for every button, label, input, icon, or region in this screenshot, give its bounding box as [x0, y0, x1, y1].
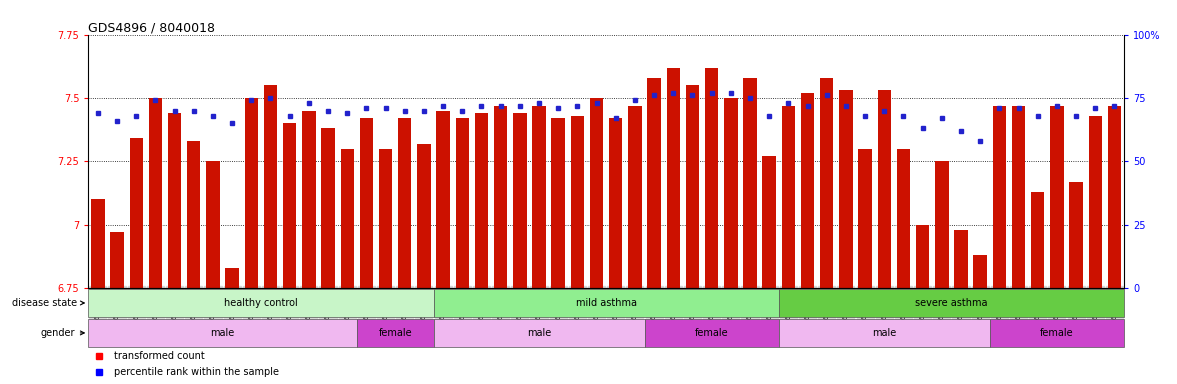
Bar — [532, 106, 546, 288]
Bar — [878, 90, 891, 288]
Bar — [357, 319, 433, 347]
Text: male: male — [211, 328, 234, 338]
Bar — [839, 90, 852, 288]
Bar — [1012, 106, 1025, 288]
Bar — [455, 118, 468, 288]
Bar — [321, 128, 334, 288]
Bar — [763, 156, 776, 288]
Text: mild asthma: mild asthma — [576, 298, 637, 308]
Bar — [148, 98, 162, 288]
Bar — [1089, 116, 1102, 288]
Bar — [282, 123, 297, 288]
Bar — [187, 141, 200, 288]
Bar — [88, 319, 357, 347]
Bar — [990, 319, 1124, 347]
Bar — [206, 161, 220, 288]
Bar — [609, 118, 623, 288]
Bar — [398, 118, 412, 288]
Bar — [340, 149, 354, 288]
Bar — [1108, 106, 1122, 288]
Text: transformed count: transformed count — [114, 351, 205, 361]
Bar — [820, 78, 833, 288]
Bar — [744, 78, 757, 288]
Bar — [897, 149, 910, 288]
Bar — [955, 230, 967, 288]
Bar — [647, 78, 660, 288]
Bar — [437, 111, 450, 288]
Bar — [552, 118, 565, 288]
Bar — [645, 319, 779, 347]
Bar — [571, 116, 584, 288]
Bar — [513, 113, 526, 288]
Text: male: male — [527, 328, 551, 338]
Bar — [91, 199, 105, 288]
Bar — [245, 98, 258, 288]
Bar — [433, 289, 779, 317]
Bar — [226, 268, 239, 288]
Text: percentile rank within the sample: percentile rank within the sample — [114, 367, 279, 377]
Text: GDS4896 / 8040018: GDS4896 / 8040018 — [88, 22, 215, 35]
Bar — [858, 149, 872, 288]
Bar — [1031, 192, 1044, 288]
Bar — [916, 225, 930, 288]
Text: disease state: disease state — [12, 298, 85, 308]
Text: gender: gender — [40, 328, 85, 338]
Bar — [686, 85, 699, 288]
Bar — [417, 144, 431, 288]
Bar — [724, 98, 738, 288]
Bar — [111, 232, 124, 288]
Text: severe asthma: severe asthma — [916, 298, 988, 308]
Bar — [1070, 182, 1083, 288]
Bar — [973, 255, 986, 288]
Bar — [264, 85, 278, 288]
Bar — [782, 106, 796, 288]
Bar — [168, 113, 181, 288]
Bar — [779, 289, 1124, 317]
Bar — [474, 113, 488, 288]
Bar — [494, 106, 507, 288]
Bar — [1050, 106, 1064, 288]
Bar — [379, 149, 392, 288]
Bar — [129, 139, 142, 288]
Bar — [629, 106, 641, 288]
Text: female: female — [694, 328, 729, 338]
Bar — [433, 319, 645, 347]
Bar — [590, 98, 604, 288]
Text: female: female — [378, 328, 412, 338]
Bar — [935, 161, 949, 288]
Bar — [705, 68, 718, 288]
Bar — [88, 289, 433, 317]
Bar — [666, 68, 680, 288]
Bar — [360, 118, 373, 288]
Bar — [992, 106, 1006, 288]
Text: female: female — [1040, 328, 1073, 338]
Bar — [800, 93, 814, 288]
Text: healthy control: healthy control — [224, 298, 298, 308]
Bar — [779, 319, 990, 347]
Text: male: male — [872, 328, 897, 338]
Bar — [302, 111, 315, 288]
